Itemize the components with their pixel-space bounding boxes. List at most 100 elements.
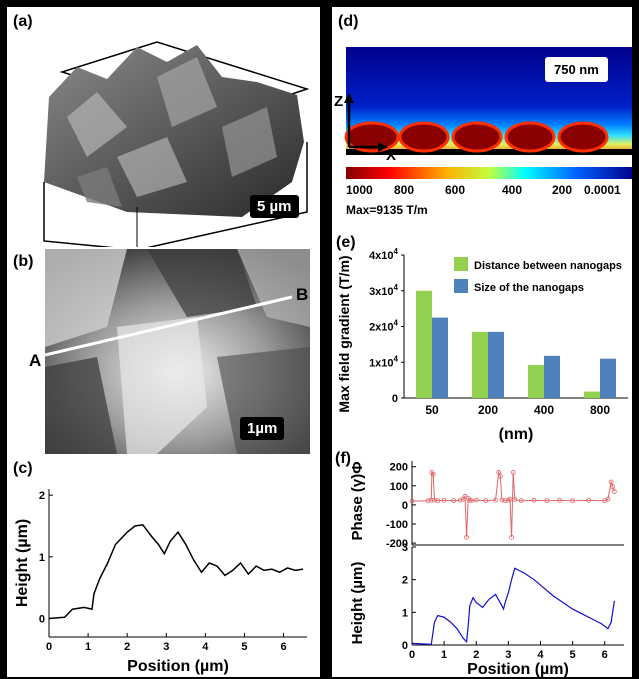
legend-swatch (454, 279, 468, 293)
data-point (499, 497, 505, 503)
data-point (469, 498, 474, 504)
x-tick-label: 6 (602, 649, 608, 661)
data-point (451, 498, 457, 504)
panel-b-label: (b) (13, 253, 34, 270)
x-tick-label: 200 (478, 403, 498, 417)
data-point (496, 470, 502, 475)
x-tick-label: 1 (85, 641, 91, 653)
colorbar-tick: 1000 (346, 183, 373, 197)
y-tick-label: 1 (39, 552, 45, 564)
bar (416, 290, 432, 398)
y-tick-label: 3 (402, 542, 408, 554)
data-point (518, 498, 524, 504)
height-profile-chart: 0 1 2 3 4 5 6 0 1 2 Position (µm) Height (µm) (14, 489, 307, 675)
data-point (611, 489, 617, 494)
profile-start-marker: A (29, 351, 42, 370)
scale-bar-label-a: 5 µm (250, 195, 299, 218)
y-tick-label: -100 (386, 519, 408, 531)
y-axis-title-phase: Phase (γ)Φ (349, 461, 366, 540)
axis-x-label: X (386, 147, 397, 164)
colorbar-tick: 200 (552, 183, 573, 197)
scale-bar-label-b: 1µm (240, 417, 285, 440)
bar (600, 358, 616, 398)
data-point (502, 498, 508, 504)
data-point (409, 498, 415, 504)
data-point (608, 479, 614, 485)
colorbar-tick: 600 (445, 183, 466, 197)
y-axis-title: Height (µm) (14, 519, 31, 607)
data-point (483, 498, 489, 504)
data-point (586, 497, 592, 503)
x-tick-label: 0 (409, 649, 415, 661)
x-axis-title: Position (µm) (127, 658, 229, 675)
panel-c: (c) 0 1 2 3 4 5 6 0 1 2 Position (µm) Height (µm) (7, 457, 320, 677)
bar (432, 317, 448, 398)
y-tick-label: 100 (390, 481, 408, 493)
series-line (411, 470, 615, 538)
axis-z-label: Z (334, 93, 344, 110)
colorbar-tick: 0.0001 (584, 183, 621, 197)
panel-b: (b) A B 1µm (7, 247, 320, 457)
x-tick-label: 3 (505, 649, 511, 661)
data-point (509, 534, 514, 540)
data-point (544, 498, 550, 504)
data-point (510, 470, 516, 475)
x-tick-label: 5 (241, 641, 247, 653)
bar (584, 391, 600, 398)
data-point (432, 497, 437, 503)
legend-label: Distance between nanogaps (474, 260, 622, 272)
max-value-label: Max=9135 T/m (346, 203, 428, 217)
colorbar-tick: 800 (394, 183, 415, 197)
profile-end-marker: B (296, 285, 309, 304)
y-tick-label: 2 (402, 575, 408, 587)
data-point (605, 496, 611, 502)
panel-c-label: (c) (13, 460, 33, 477)
x-tick-label: 2 (124, 641, 130, 653)
y-tick-label: 2x104 (369, 319, 398, 334)
data-point (435, 498, 441, 504)
surface-3d-render (43, 41, 310, 247)
bar (528, 365, 544, 398)
data-point (430, 471, 436, 477)
x-tick-label: 6 (280, 641, 286, 653)
panel-e: (e) 0 1x104 2x104 3x104 4x104 50 200 400 800 (nm)… (332, 229, 632, 447)
data-point (441, 497, 447, 503)
panel-a: (a) 5 µm (7, 7, 320, 247)
y-tick-label: 4x104 (369, 247, 398, 262)
x-tick-label: 0 (46, 641, 52, 653)
y-tick-label: 0 (402, 640, 408, 652)
panel-f: (f) 200 100 0 -100 -200 0 1 2 3 4 5 6 0 1 2 3 Position (… (332, 447, 632, 677)
data-point (531, 497, 537, 503)
y-tick-label: 0 (392, 393, 398, 405)
x-tick-label: 5 (570, 649, 576, 661)
y-tick-label: 1 (402, 607, 408, 619)
data-point (457, 497, 463, 503)
panel-d-label: (d) (338, 13, 359, 30)
panel-f-label: (f) (335, 450, 351, 467)
data-point (493, 497, 498, 503)
y-tick-label: -200 (386, 538, 408, 550)
colorbar-tick: 400 (502, 183, 523, 197)
data-point (428, 497, 434, 503)
x-tick-label: 800 (590, 403, 610, 417)
data-point (570, 498, 576, 504)
panel-d: (d) Z X (332, 7, 632, 229)
x-axis-title: (nm) (499, 426, 534, 443)
x-tick-label: 1 (441, 649, 447, 661)
x-tick-label: 2 (473, 649, 479, 661)
y-tick-label: 3x104 (369, 283, 398, 298)
data-point (473, 497, 479, 503)
bar (488, 331, 504, 398)
y-axis-title-height: Height (µm) (349, 562, 366, 645)
series-line (48, 523, 304, 620)
legend-swatch (454, 257, 468, 271)
y-tick-label: 200 (390, 462, 408, 474)
x-tick-label: 3 (163, 641, 169, 653)
data-point (610, 484, 616, 490)
data-point (464, 534, 470, 540)
data-point (512, 497, 518, 502)
series-line (411, 567, 615, 645)
x-tick-label: 400 (534, 403, 554, 417)
nanogap-particles (344, 121, 609, 153)
